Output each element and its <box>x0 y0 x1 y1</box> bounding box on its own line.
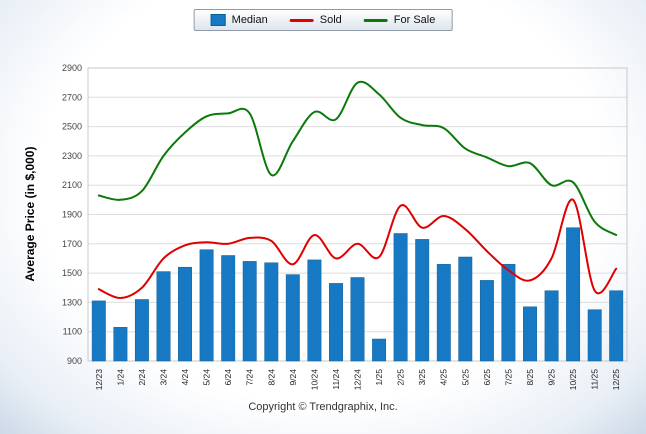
svg-text:1900: 1900 <box>62 210 82 220</box>
svg-text:2500: 2500 <box>62 122 82 132</box>
svg-text:1100: 1100 <box>63 327 82 337</box>
svg-text:10/24: 10/24 <box>309 369 319 391</box>
svg-text:4/25: 4/25 <box>439 369 449 386</box>
for-sale-line-swatch-icon <box>363 18 388 22</box>
copyright-text: Copyright © Trendgraphix, Inc. <box>248 401 398 413</box>
svg-text:12/23: 12/23 <box>94 369 104 391</box>
svg-text:1700: 1700 <box>62 239 82 249</box>
svg-text:4/24: 4/24 <box>180 369 190 386</box>
svg-text:12/25: 12/25 <box>611 369 621 391</box>
legend-item-sold: Sold <box>289 14 342 26</box>
svg-text:3/25: 3/25 <box>417 369 427 386</box>
svg-text:1300: 1300 <box>62 297 82 307</box>
sold-line-swatch-icon <box>289 18 314 22</box>
plot-area-wrapper: 900 1100 1300 1500 1700 1900 2100 2300 2500 2700 2… <box>0 36 646 413</box>
legend-item-median: Median <box>210 14 268 26</box>
svg-text:9/25: 9/25 <box>547 369 557 386</box>
svg-text:3/24: 3/24 <box>158 369 168 386</box>
price-trend-chart: 900 1100 1300 1500 1700 1900 2100 2300 2500 2700 2… <box>62 63 628 391</box>
svg-text:11/25: 11/25 <box>590 369 600 390</box>
svg-text:8/24: 8/24 <box>266 369 276 386</box>
svg-text:2900: 2900 <box>62 63 82 73</box>
svg-text:6/24: 6/24 <box>223 369 233 386</box>
svg-text:7/24: 7/24 <box>245 369 255 386</box>
svg-text:2100: 2100 <box>62 180 82 190</box>
svg-text:6/25: 6/25 <box>482 369 492 386</box>
svg-text:900: 900 <box>67 356 82 366</box>
chart-legend: Median Sold For Sale <box>193 9 453 31</box>
svg-text:1/25: 1/25 <box>374 369 384 386</box>
svg-text:10/25: 10/25 <box>568 369 578 391</box>
svg-text:11/24: 11/24 <box>331 369 341 390</box>
svg-text:7/25: 7/25 <box>503 369 513 386</box>
svg-text:2/24: 2/24 <box>137 369 147 386</box>
svg-text:2/25: 2/25 <box>396 369 406 386</box>
svg-text:2700: 2700 <box>62 92 82 102</box>
svg-text:9/24: 9/24 <box>288 369 298 386</box>
svg-text:2300: 2300 <box>62 151 82 161</box>
svg-text:8/25: 8/25 <box>525 369 535 386</box>
legend-label-for-sale: For Sale <box>393 14 436 26</box>
svg-text:5/25: 5/25 <box>460 369 470 386</box>
svg-text:1500: 1500 <box>62 268 82 278</box>
svg-text:1/24: 1/24 <box>115 369 125 386</box>
legend-label-sold: Sold <box>319 14 342 26</box>
legend-label-median: Median <box>231 14 268 26</box>
svg-text:12/24: 12/24 <box>353 369 363 391</box>
median-bar-swatch-icon <box>210 14 226 26</box>
legend-item-for-sale: For Sale <box>363 14 436 26</box>
svg-text:5/24: 5/24 <box>202 369 212 386</box>
